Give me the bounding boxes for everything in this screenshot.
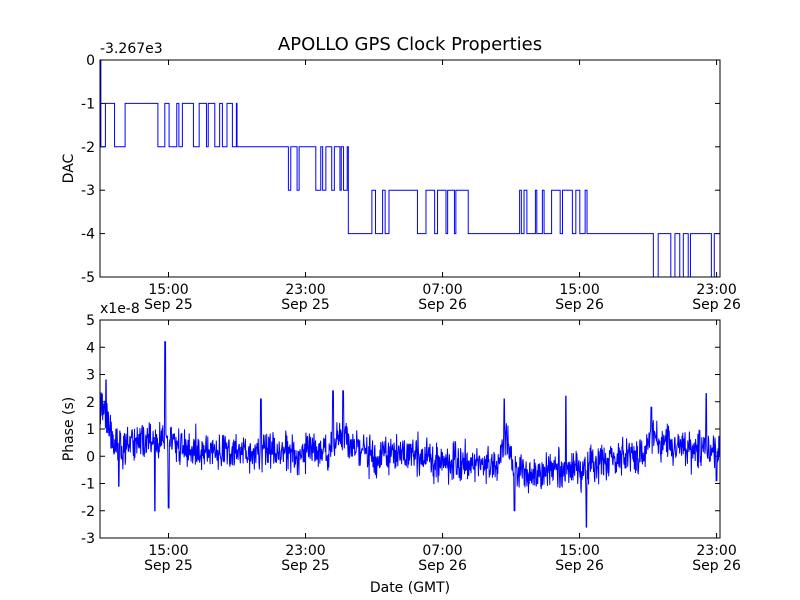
x-tick-label-date: Sep 25	[281, 297, 330, 313]
y-tick-label: -1	[81, 477, 95, 493]
x-tick-label-date: Sep 25	[144, 297, 193, 313]
y-tick-label: -2	[81, 504, 95, 520]
y-tick-label: 4	[86, 340, 95, 356]
x-tick-label-date: Sep 26	[555, 297, 604, 313]
plot-frame	[99, 59, 721, 278]
x-tick-label-date: Sep 26	[692, 558, 741, 574]
y-tick-label: -3	[81, 183, 95, 199]
x-tick-label-time: 15:00	[559, 543, 599, 559]
y-tick-label: 5	[86, 313, 95, 329]
axis-offset-label: x1e-8	[100, 301, 140, 317]
y-axis-label: Phase (s)	[61, 397, 77, 461]
y-tick-label: 3	[86, 368, 95, 384]
x-tick-label-date: Sep 26	[418, 558, 467, 574]
phase-series-line	[100, 341, 720, 528]
y-tick-label: 1	[86, 422, 95, 438]
y-tick-label: 0	[86, 449, 95, 465]
x-tick-label-date: Sep 26	[692, 297, 741, 313]
plot-frame	[99, 319, 721, 539]
y-tick-label: -1	[81, 96, 95, 112]
x-tick-label-time: 23:00	[285, 282, 325, 298]
y-tick-label: -5	[81, 270, 95, 286]
x-axis-label: Date (GMT)	[370, 580, 450, 596]
x-tick-label-date: Sep 25	[281, 558, 330, 574]
y-tick-label: -3	[81, 531, 95, 547]
y-axis-label: DAC	[61, 153, 77, 183]
axis-offset-label: -3.267e3	[100, 41, 163, 57]
x-tick-label-time: 15:00	[559, 282, 599, 298]
chart-title: APOLLO GPS Clock Properties	[278, 34, 542, 55]
plot-area	[100, 60, 720, 277]
x-tick-label-date: Sep 26	[418, 297, 467, 313]
x-tick-label-time: 23:00	[285, 543, 325, 559]
y-tick-label: -2	[81, 140, 95, 156]
y-tick-label: -4	[81, 227, 95, 243]
x-tick-label-time: 07:00	[422, 543, 462, 559]
x-tick-label-time: 15:00	[148, 282, 188, 298]
y-tick-label: 0	[86, 53, 95, 69]
x-tick-label-time: 07:00	[422, 282, 462, 298]
dac-series-line	[100, 60, 720, 277]
plot-area	[100, 320, 720, 538]
x-tick-label-date: Sep 25	[144, 558, 193, 574]
y-tick-label: 2	[86, 395, 95, 411]
x-tick-label-time: 15:00	[148, 543, 188, 559]
x-tick-label-time: 23:00	[696, 543, 736, 559]
x-tick-label-date: Sep 26	[555, 558, 604, 574]
x-tick-label-time: 23:00	[696, 282, 736, 298]
